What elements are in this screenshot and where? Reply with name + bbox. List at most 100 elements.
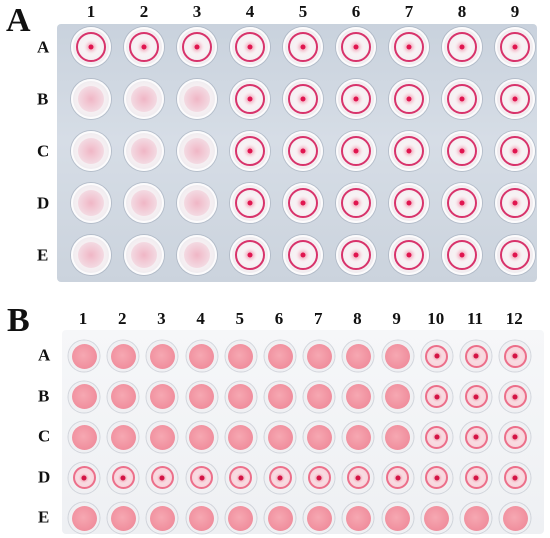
well bbox=[225, 340, 257, 372]
row-letter: B bbox=[37, 89, 49, 109]
red-button-dot bbox=[247, 252, 253, 258]
red-button-dot bbox=[247, 148, 253, 154]
ring bbox=[346, 466, 370, 489]
red-ring bbox=[447, 240, 477, 270]
well bbox=[389, 235, 429, 275]
red-button-dot bbox=[300, 44, 306, 50]
red-ring bbox=[341, 188, 371, 218]
red-ring bbox=[500, 84, 530, 114]
panel-b-label: B bbox=[7, 302, 30, 339]
well bbox=[225, 421, 257, 453]
diffuse-mat bbox=[228, 505, 254, 531]
red-ring bbox=[129, 32, 159, 62]
well bbox=[421, 502, 453, 534]
diffuse-mat bbox=[189, 424, 215, 450]
well bbox=[460, 502, 492, 534]
well bbox=[389, 183, 429, 223]
red-ring bbox=[341, 32, 371, 62]
diffuse-mat bbox=[228, 384, 254, 409]
well bbox=[303, 381, 335, 412]
well bbox=[71, 27, 111, 67]
red-ring bbox=[341, 84, 371, 114]
well bbox=[225, 502, 257, 534]
diffuse-mat bbox=[345, 505, 371, 531]
ring bbox=[111, 466, 135, 489]
well bbox=[460, 421, 492, 453]
diffuse-mat bbox=[267, 505, 293, 531]
red-ring bbox=[235, 32, 265, 62]
diffuse-mat bbox=[110, 343, 136, 369]
red-button-dot bbox=[459, 252, 465, 258]
ring bbox=[386, 466, 410, 489]
well bbox=[389, 131, 429, 171]
well bbox=[146, 421, 178, 453]
column-number: 7 bbox=[313, 309, 323, 328]
well bbox=[499, 462, 531, 493]
red-button-dot bbox=[473, 394, 479, 399]
well bbox=[421, 462, 453, 493]
well bbox=[499, 340, 531, 372]
red-button-dot bbox=[512, 434, 518, 440]
panel-a-label: A bbox=[6, 2, 31, 39]
diffuse-mat bbox=[306, 505, 332, 531]
column-number: 5 bbox=[298, 2, 308, 21]
well bbox=[68, 502, 100, 534]
well bbox=[71, 183, 111, 223]
row-letter: D bbox=[38, 467, 51, 486]
well bbox=[124, 79, 164, 119]
red-ring bbox=[288, 188, 318, 218]
diffuse-mat bbox=[110, 384, 136, 409]
red-ring bbox=[76, 32, 106, 62]
diffuse-mat bbox=[71, 424, 97, 450]
well bbox=[230, 131, 270, 171]
red-button-dot bbox=[159, 475, 165, 480]
well bbox=[283, 131, 323, 171]
ring bbox=[464, 425, 488, 449]
row-letter: B bbox=[38, 386, 50, 405]
column-number: 8 bbox=[353, 309, 362, 328]
red-ring bbox=[235, 240, 265, 270]
well bbox=[342, 462, 374, 493]
red-button-dot bbox=[120, 475, 126, 480]
well bbox=[336, 183, 376, 223]
diffuse-mat bbox=[184, 190, 210, 216]
diffuse-mat bbox=[78, 242, 104, 268]
diffuse-mat bbox=[78, 86, 104, 112]
ring bbox=[229, 466, 253, 489]
red-ring bbox=[394, 240, 424, 270]
well bbox=[336, 131, 376, 171]
ring bbox=[425, 344, 449, 368]
red-button-dot bbox=[247, 200, 253, 206]
red-ring bbox=[394, 32, 424, 62]
well bbox=[146, 462, 178, 493]
well bbox=[336, 235, 376, 275]
well bbox=[124, 131, 164, 171]
well bbox=[146, 381, 178, 412]
well bbox=[124, 183, 164, 223]
well bbox=[495, 235, 535, 275]
diffuse-mat bbox=[385, 384, 411, 409]
diffuse-mat bbox=[71, 384, 97, 409]
well bbox=[264, 421, 296, 453]
red-ring bbox=[341, 136, 371, 166]
well bbox=[499, 421, 531, 453]
diffuse-mat bbox=[228, 343, 254, 369]
well bbox=[146, 502, 178, 534]
column-number: 11 bbox=[466, 309, 484, 328]
red-ring bbox=[288, 32, 318, 62]
diffuse-mat bbox=[385, 505, 411, 531]
diffuse-mat bbox=[385, 424, 411, 450]
well bbox=[283, 235, 323, 275]
diffuse-mat bbox=[306, 424, 332, 450]
red-button-dot bbox=[353, 96, 359, 102]
red-button-dot bbox=[473, 434, 479, 440]
diffuse-mat bbox=[345, 384, 371, 409]
red-ring bbox=[500, 32, 530, 62]
well bbox=[389, 27, 429, 67]
red-button-dot bbox=[434, 394, 440, 399]
well bbox=[71, 235, 111, 275]
well bbox=[303, 421, 335, 453]
well bbox=[68, 462, 100, 493]
column-number: 1 bbox=[78, 309, 88, 328]
diffuse-mat bbox=[267, 424, 293, 450]
